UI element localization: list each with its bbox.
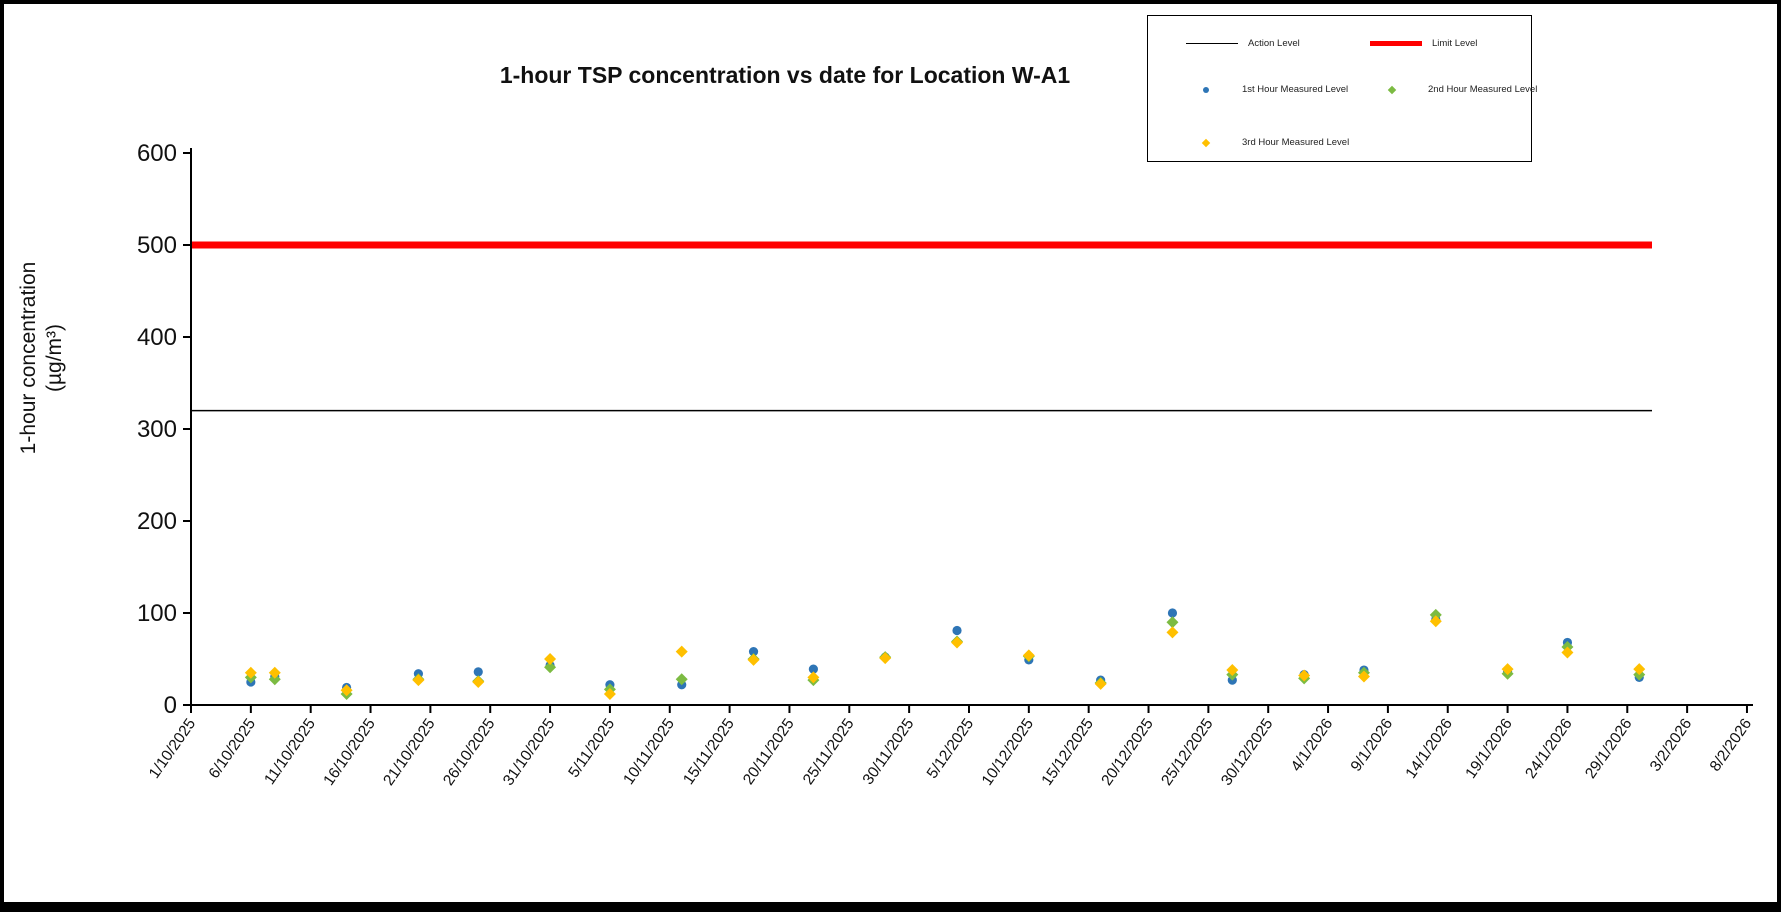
data-point [951,636,964,649]
axes [190,148,1753,706]
legend-label: 3rd Hour Measured Level [1242,137,1350,148]
x-tick-label: 31/10/2025 [500,716,558,789]
legend-item-limit-level: Limit Level [1370,38,1477,49]
marker-swatch [1201,138,1211,147]
data-point [1167,608,1178,618]
legend-item-action-level: Action Level [1186,38,1300,49]
x-tick-label: 10/11/2025 [620,716,678,788]
data-point [472,676,485,688]
data-point [879,652,892,665]
data-point [1357,670,1370,683]
data-point [244,666,257,679]
x-tick-label: 14/1/2026 [1403,716,1456,782]
data-point [1429,608,1442,621]
x-tick-label: 26/10/2025 [440,716,498,789]
y-tick-label: 0 [164,692,177,719]
data-point [412,674,425,687]
data-point [268,666,281,679]
x-tick-label: 19/1/2026 [1462,716,1515,782]
x-tick-label: 24/1/2026 [1522,716,1575,782]
x-tick-label: 29/1/2026 [1582,716,1635,782]
data-point [748,647,759,657]
x-tick-label: 6/10/2025 [206,716,259,782]
data-point [675,673,688,686]
data-point [1022,649,1035,662]
data-point [544,653,557,665]
marker-swatch [1203,86,1209,93]
x-tick-label: 3/2/2026 [1647,716,1696,775]
series-3rd-hour-measured-level [244,615,1646,700]
legend-item-3rd-hour-measured-level: 3rd Hour Measured Level [1190,137,1349,148]
x-tick-label: 5/11/2025 [565,716,618,781]
x-tick-label: 11/10/2025 [261,716,319,788]
data-point [544,661,557,674]
chart-title: 1-hour TSP concentration vs date for Loc… [499,62,1071,88]
marker-swatch [1387,85,1397,94]
y-tick-label: 100 [137,600,177,627]
x-tick-label: 9/1/2026 [1348,716,1397,775]
y-tick-label: 400 [137,324,177,351]
chart-legend: Action Level Limit Level 1st Hour Measured… [1147,15,1537,162]
x-tick-label: 20/11/2025 [740,716,798,788]
legend-label: Action Level [1248,38,1300,49]
data-point [807,671,820,684]
data-point [340,684,353,697]
y-tick-label: 300 [137,416,177,443]
limit-level-line-swatch [1370,41,1422,46]
y-tick-label: 200 [137,508,177,535]
data-point [473,667,483,677]
x-tick-label: 20/12/2025 [1098,716,1156,789]
x-tick-label: 30/12/2025 [1218,716,1276,789]
x-tick-label: 25/12/2025 [1158,716,1216,789]
data-point [1501,663,1514,676]
x-tick-label: 21/10/2025 [380,716,438,789]
x-tick-label: 8/2/2026 [1707,716,1756,775]
data-point [1298,669,1311,682]
data-point [1561,646,1574,659]
x-tick-label: 4/1/2026 [1288,716,1337,775]
legend-label: 1st Hour Measured Level [1242,84,1349,95]
data-point [1166,616,1179,629]
data-point [675,645,688,658]
x-tick-label: 1/10/2025 [146,716,199,782]
x-tick-label: 16/10/2025 [320,716,378,789]
data-point [952,625,962,636]
data-point [1226,664,1239,677]
reference-lines [191,241,1652,412]
data-point [268,673,281,686]
x-axis-ticks: 1/10/2025 6/10/2025 11/10/2025 16/10/2025 21… [146,705,1755,789]
data-point [747,653,760,666]
x-tick-label: 30/11/2025 [860,716,918,788]
y-axis-ticks: 0 100 200 300 400 500 600 [137,140,191,719]
x-tick-label: 25/11/2025 [800,716,858,788]
data-point [808,664,818,674]
y-tick-label: 500 [137,232,177,259]
y-tick-label: 600 [137,140,177,167]
data-point [1633,663,1646,676]
data-point [1166,626,1179,639]
legend-item-1st-hour-measured-level: 1st Hour Measured Level [1190,84,1348,95]
data-point [1429,615,1442,628]
data-point [1094,677,1107,690]
legend-label: 2nd Hour Measured Level [1428,84,1538,95]
x-tick-label: 15/11/2025 [680,716,738,788]
action-level-line-swatch [1186,43,1238,44]
data-point [603,687,616,700]
legend-item-2nd-hour-measured-level: 2nd Hour Measured Level [1376,84,1537,95]
x-tick-label: 10/12/2025 [979,716,1037,789]
x-tick-label: 15/12/2025 [1039,716,1097,789]
legend-label: Limit Level [1432,38,1478,49]
x-tick-label: 5/12/2025 [924,716,977,782]
